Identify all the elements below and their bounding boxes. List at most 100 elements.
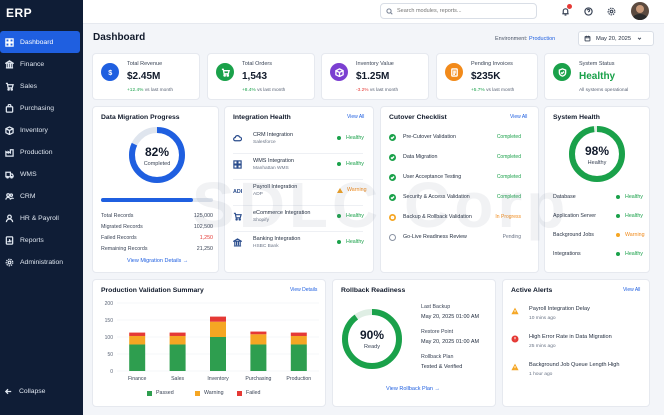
- integration-item[interactable]: CRM Integration Salesforce Healthy: [233, 132, 364, 154]
- warning-icon: [337, 187, 343, 193]
- integration-item[interactable]: Banking Integration HSBC Bank Healthy: [231, 236, 364, 258]
- alert-title: Background Job Queue Length High: [529, 362, 620, 368]
- cutover-item-name: Pre-Cutover Validation: [403, 134, 456, 140]
- bar-passed-finance[interactable]: [129, 344, 146, 371]
- kpi-card-total-orders[interactable]: Total Orders 1,543 +8.4% vs last month: [207, 53, 315, 100]
- bar-failed-purchasing[interactable]: [250, 331, 267, 335]
- divider: [233, 153, 363, 154]
- alerts-view-all-link[interactable]: View All: [623, 287, 641, 293]
- kpi-value: $235K: [471, 71, 501, 82]
- view-migration-details-link[interactable]: View Migration Details →: [127, 258, 189, 264]
- bar-failed-inventory[interactable]: [210, 316, 226, 322]
- environment-indicator: Environment: Production: [495, 36, 555, 42]
- cutover-item[interactable]: User Acceptance Testing Completed: [389, 174, 521, 184]
- report-icon: [4, 235, 14, 245]
- rollback-field-label: Rollback Plan: [421, 354, 454, 360]
- cutover-view-all-link[interactable]: View All: [510, 114, 528, 120]
- rollback-readiness-title: Rollback Readiness: [341, 287, 406, 294]
- sidebar-item-crm[interactable]: CRM: [0, 185, 80, 207]
- sidebar-item-hr-payroll[interactable]: HR & Payroll: [0, 207, 80, 229]
- production-validation-panel: Production Validation Summary View Detai…: [92, 279, 326, 407]
- kpi-delta: +12.4% vs last month: [127, 88, 173, 93]
- sidebar-item-administration[interactable]: Administration: [0, 251, 80, 273]
- status-dot: [616, 214, 620, 218]
- view-rollback-plan-link[interactable]: View Rollback Plan →: [386, 386, 441, 392]
- bar-passed-purchasing[interactable]: [250, 344, 267, 371]
- integration-item[interactable]: eCommerce Integration Shopify Healthy: [233, 210, 364, 232]
- integration-item[interactable]: WMS Integration Manhattan WMS Healthy: [233, 158, 364, 180]
- bar-passed-sales[interactable]: [169, 344, 186, 371]
- sidebar-item-reports[interactable]: Reports: [0, 229, 80, 251]
- integration-item[interactable]: ADP Payroll Integration ADP Warning: [233, 184, 367, 206]
- rollback-status: Ready: [364, 344, 380, 350]
- status-dot: [616, 195, 620, 199]
- bar-failed-sales[interactable]: [169, 332, 186, 336]
- kpi-card-system-status[interactable]: System Status Healthy All systems operatio…: [544, 53, 650, 100]
- svg-text:$: $: [108, 68, 112, 77]
- sidebar-item-label: Inventory: [20, 126, 48, 134]
- collapse-button[interactable]: Collapse: [4, 387, 45, 396]
- integration-status: Healthy: [337, 135, 364, 141]
- production-view-details-link[interactable]: View Details: [290, 287, 318, 293]
- cutover-checklist-panel: Cutover Checklist View All Pre-Cutover V…: [380, 106, 539, 273]
- status-text: Healthy: [346, 239, 364, 245]
- date-picker[interactable]: May 20, 2025: [578, 31, 654, 46]
- sidebar-item-inventory[interactable]: Inventory: [0, 119, 80, 141]
- sidebar-item-label: WMS: [20, 170, 37, 178]
- active-alerts-panel: Active Alerts View All Payroll Integrati…: [502, 279, 650, 407]
- calendar-icon: [584, 35, 591, 42]
- search-input[interactable]: [397, 8, 527, 14]
- bar-passed-production[interactable]: [290, 344, 307, 371]
- legend-label: Passed: [156, 390, 174, 396]
- cutover-item[interactable]: Go-Live Readiness Review Pending: [389, 234, 521, 244]
- bar-failed-production[interactable]: [290, 332, 307, 336]
- cutover-item-status: Completed: [496, 194, 521, 200]
- cutover-item-name: Go-Live Readiness Review: [403, 234, 467, 240]
- kpi-card-inventory-value[interactable]: Inventory Value $1.25M -3.2% vs last month: [321, 53, 429, 100]
- sidebar-item-label: Sales: [20, 82, 38, 90]
- bar-passed-inventory[interactable]: [210, 337, 226, 371]
- cutover-item[interactable]: Security & Access Validation Completed: [389, 194, 521, 204]
- sidebar-item-finance[interactable]: Finance: [0, 53, 80, 75]
- bar-warning-purchasing[interactable]: [250, 334, 267, 345]
- bar-warning-inventory[interactable]: [210, 321, 226, 337]
- ring-progress-arc: [129, 127, 185, 183]
- kpi-card-pending-invoices[interactable]: Pending Invoices $235K +5.7% vs last month: [436, 53, 538, 100]
- active-alerts-title: Active Alerts: [511, 287, 553, 294]
- system-health-row: Background Jobs Warning: [553, 232, 645, 242]
- bar-warning-production[interactable]: [290, 335, 307, 345]
- cutover-item-name: User Acceptance Testing: [403, 174, 462, 180]
- check-icon: [389, 194, 396, 201]
- notification-button[interactable]: [560, 4, 572, 16]
- cutover-item[interactable]: Pre-Cutover Validation Completed: [389, 134, 521, 144]
- sidebar-item-production[interactable]: Production: [0, 141, 80, 163]
- sidebar-item-purchasing[interactable]: Purchasing: [0, 97, 80, 119]
- kpi-delta-value: +12.4%: [127, 88, 144, 93]
- sidebar-item-dashboard[interactable]: Dashboard: [0, 31, 80, 53]
- sidebar-item-label: Purchasing: [20, 104, 55, 112]
- system-health-row: Database Healthy: [553, 194, 643, 204]
- search-box[interactable]: [380, 3, 537, 19]
- bar-failed-finance[interactable]: [129, 332, 146, 336]
- integration-provider: Manhattan WMS: [253, 166, 289, 171]
- settings-button[interactable]: [606, 6, 616, 16]
- integration-name: eCommerce Integration: [253, 210, 311, 216]
- cutover-item[interactable]: Data Migration Completed: [389, 154, 521, 164]
- pending-icon: [389, 234, 396, 241]
- system-health-row: Application Server Healthy: [553, 213, 643, 223]
- kpi-card-total-revenue[interactable]: $ Total Revenue $2.45M +12.4% vs last month: [92, 53, 200, 100]
- help-button[interactable]: [583, 6, 593, 16]
- bar-warning-finance[interactable]: [129, 335, 146, 345]
- kpi-delta-value: -3.2%: [356, 88, 369, 93]
- legend-item-warning: Warning: [195, 390, 224, 396]
- bag-icon: [4, 103, 14, 113]
- sidebar-item-sales[interactable]: Sales: [0, 75, 80, 97]
- integration-view-all-link[interactable]: View All: [347, 114, 365, 120]
- sidebar-item-wms[interactable]: WMS: [0, 163, 80, 185]
- bar-warning-sales[interactable]: [169, 335, 186, 345]
- dollar-icon: $: [101, 63, 119, 81]
- cutover-item[interactable]: Backup & Rollback Validation In Progress: [389, 214, 521, 224]
- cutover-item-status: In Progress: [495, 214, 521, 220]
- avatar[interactable]: [631, 2, 649, 20]
- error-icon: [511, 335, 519, 343]
